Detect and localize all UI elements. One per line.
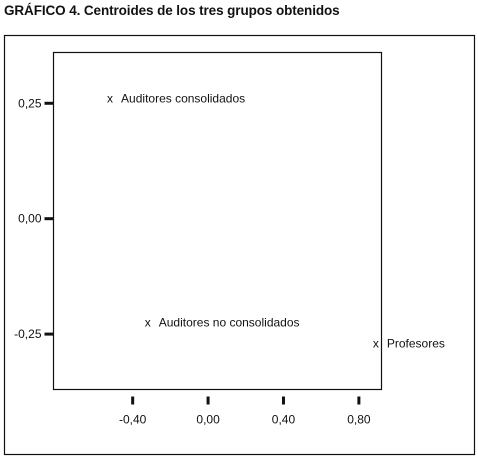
y-tick-label: 0,25 — [18, 96, 42, 110]
outer-frame — [3, 34, 476, 456]
x-axis: -0,40 0,00 0,40 0,80 — [119, 396, 371, 427]
data-point-marker: x — [145, 316, 151, 330]
plot-area — [52, 51, 383, 391]
x-tick-label: 0,40 — [272, 413, 296, 427]
data-point-marker: x — [107, 92, 113, 106]
data-point-marker: x — [373, 336, 379, 350]
data-point-label: Profesores — [387, 336, 445, 350]
x-tick-label: 0,80 — [347, 413, 371, 427]
x-tick-label: 0,00 — [196, 413, 220, 427]
chart-title: GRÁFICO 4. Centroides de los tres grupos… — [4, 3, 340, 18]
x-tick-label: -0,40 — [119, 413, 147, 427]
y-tick-label: -0,25 — [14, 327, 42, 341]
data-point-label: Auditores no consolidados — [159, 316, 300, 330]
y-tick-label: 0,00 — [18, 212, 42, 226]
data-point-label: Auditores consolidados — [121, 92, 245, 106]
y-axis: 0,25 0,00 -0,25 — [14, 96, 54, 341]
data-points: x Auditores consolidados x Auditores no con… — [107, 92, 445, 351]
